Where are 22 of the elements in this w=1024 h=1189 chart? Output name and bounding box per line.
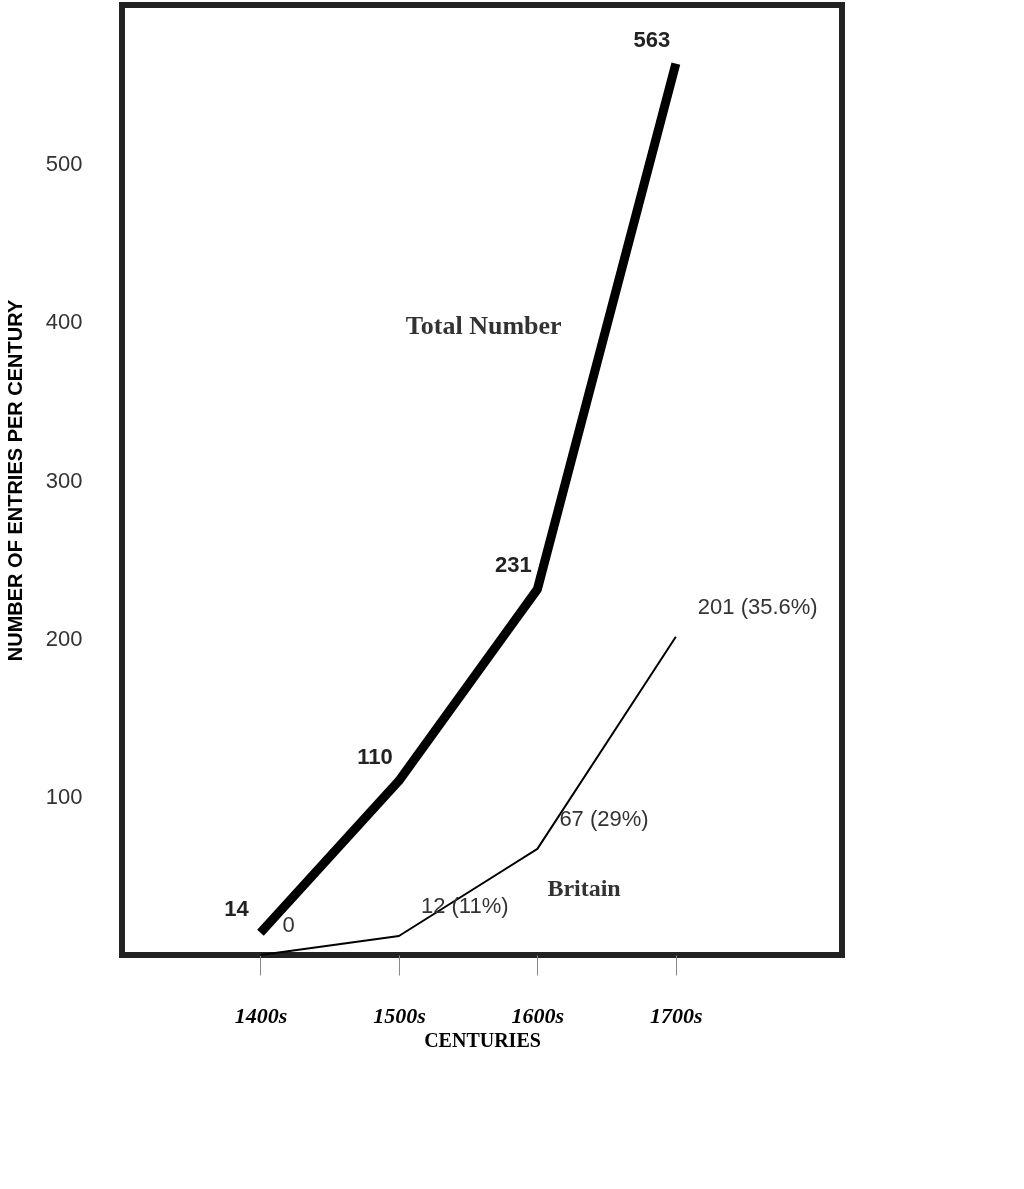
data-label: 12 (11%) (420, 893, 509, 918)
x-tick-label: 1700s (650, 1002, 703, 1028)
data-label: 110 (357, 743, 393, 769)
x-tick-label: 1600s (511, 1002, 565, 1028)
x-tick-label: 1500s (373, 1002, 426, 1028)
data-label: 231 (495, 552, 532, 578)
y-tick-label: 200 (45, 625, 83, 651)
series-label: Britain (547, 874, 621, 901)
y-tick-label: 300 (45, 467, 83, 493)
y-tick-label: 400 (45, 309, 83, 335)
line-series (259, 635, 677, 956)
x-tick-label: 1400s (234, 1002, 288, 1028)
data-label: 14 (224, 895, 250, 921)
y-tick-label: 500 (45, 150, 83, 176)
y-tick-label: 100 (45, 784, 83, 810)
data-label: 0 (282, 912, 295, 937)
y-axis-title: NUMBER OF ENTRIES PER CENTURY (3, 299, 26, 662)
series-label: Total Number (405, 311, 562, 341)
data-label: 563 (633, 26, 671, 52)
x-axis-title: CENTURIES (424, 1028, 541, 1051)
data-label: 67 (29%) (559, 805, 649, 831)
data-label: 201 (35.6%) (697, 593, 818, 619)
